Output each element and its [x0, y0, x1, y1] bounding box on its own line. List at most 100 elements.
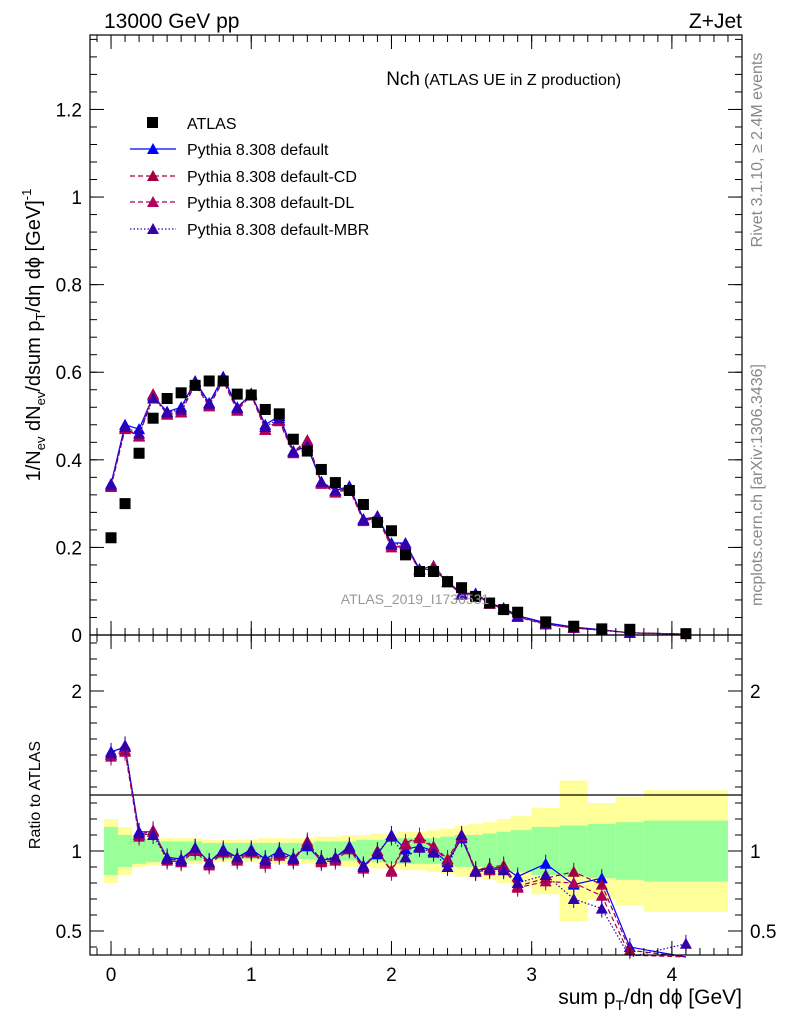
atlas-point — [217, 375, 229, 387]
atlas-point — [315, 463, 327, 475]
atlas-point — [498, 604, 510, 616]
axis-ticks: 0 0.2 0.4 0.6 0.8 1 1.2 0 1 2 3 4 0.5 0.5 1 1 2 2 — [56, 35, 776, 986]
main-point-mbr — [455, 587, 468, 599]
ratio-point-mbr — [273, 846, 286, 858]
atlas-point — [287, 433, 299, 445]
ratio-y-axis-label: Ratio to ATLAS — [27, 741, 44, 849]
main-point-mbr — [315, 475, 328, 487]
legend-label-mbr: Pythia 8.308 default-MBR — [187, 222, 369, 239]
ratio-point-mbr — [119, 739, 132, 751]
ratio-point-mbr — [189, 841, 202, 853]
ratio-y-tick-label: 1 — [71, 842, 82, 863]
plot-title-sub: (ATLAS UE in Z production) — [424, 72, 621, 89]
main-point-mbr — [147, 392, 160, 404]
ratio-point-mbr — [511, 877, 524, 888]
ratio-band-inner — [643, 820, 728, 882]
ratio-point-default — [539, 857, 552, 869]
ratio-band-inner — [510, 830, 532, 872]
ratio-band-inner — [587, 823, 616, 879]
ratio-point-mbr — [147, 829, 160, 840]
main-y-tick-label: 0.4 — [56, 451, 83, 472]
x-tick-label: 3 — [526, 965, 537, 986]
ratio-point-dl — [413, 832, 426, 844]
ratio-point-mbr — [217, 845, 230, 856]
ratio-point-mbr — [679, 937, 692, 949]
main-point-mbr — [259, 420, 272, 432]
ratio-point-mbr — [539, 869, 552, 880]
ratio-band-inner — [384, 838, 399, 864]
ratio-band-inner — [496, 831, 511, 871]
main-point-mbr — [175, 403, 188, 415]
atlas-point — [371, 516, 383, 528]
ratio-y-tick-label-right: 1 — [750, 842, 761, 863]
ratio-point-mbr — [105, 747, 118, 759]
atlas-point — [540, 616, 552, 628]
atlas-point — [259, 403, 271, 415]
ratio-point-mbr — [427, 846, 440, 858]
ratio-point-mbr — [497, 864, 510, 876]
ratio-y-tick-label-right: 2 — [750, 682, 761, 703]
atlas-point — [161, 393, 173, 405]
ratio-point-mbr — [175, 854, 188, 866]
ratio-point-mbr — [301, 838, 314, 850]
main-point-mbr — [329, 484, 342, 496]
ratio-point-mbr — [343, 841, 356, 853]
analysis-watermark: ATLAS_2019_I1736531 — [341, 591, 490, 607]
atlas-point — [512, 606, 524, 618]
main-point-mbr — [357, 513, 370, 525]
ratio-band-inner — [104, 827, 119, 875]
ratio-point-dl — [595, 889, 608, 901]
legend-label-default: Pythia 8.308 default — [187, 142, 329, 159]
main-y-tick-label: 1 — [71, 188, 82, 209]
atlas-point — [301, 445, 313, 457]
ratio-point-mbr — [455, 829, 468, 840]
ratio-point-mbr — [357, 861, 370, 872]
ratio-point-dl — [385, 865, 398, 877]
ratio-frame — [89, 634, 743, 956]
atlas-data-points — [105, 375, 692, 640]
main-point-mbr — [119, 420, 132, 432]
ratio-y-tick-label-right: 0.5 — [750, 922, 776, 943]
atlas-point — [470, 590, 482, 602]
main-y-tick-label: 1.2 — [56, 100, 82, 121]
main-y-tick-label: 0.6 — [56, 363, 82, 384]
ratio-point-mbr — [329, 851, 342, 863]
ratio-point-dl — [567, 877, 580, 888]
ratio-band-inner — [468, 835, 483, 867]
ratio-point-mbr — [399, 851, 412, 863]
atlas-point — [456, 582, 468, 594]
ratio-band-inner — [132, 838, 147, 864]
main-y-tick-label: 0.8 — [56, 276, 82, 297]
main-point-mbr — [203, 397, 216, 409]
ratio-band-inner — [202, 843, 217, 859]
main-y-tick-label: 0.2 — [56, 538, 82, 559]
ratio-point-mbr — [371, 846, 384, 858]
atlas-point — [357, 498, 369, 510]
x-axis-label: sum pT/dη dϕ [GeV] — [558, 986, 742, 1013]
atlas-point — [133, 447, 145, 459]
legend-label-cd: Pythia 8.308 default-CD — [187, 169, 357, 186]
atlas-point — [385, 525, 397, 537]
main-point-mbr — [231, 402, 244, 414]
x-tick-label: 0 — [106, 965, 117, 986]
ratio-band-inner — [146, 839, 161, 863]
ratio-point-mbr — [441, 861, 454, 872]
x-tick-label: 1 — [246, 965, 257, 986]
legend: ATLAS Pythia 8.308 default Pythia 8.308 … — [130, 116, 369, 239]
ratio-point-mbr — [259, 854, 272, 866]
atlas-point — [343, 484, 355, 496]
ratio-point-dl — [399, 838, 412, 850]
atlas-point — [329, 477, 341, 489]
ratio-band-inner — [482, 833, 497, 869]
atlas-point — [442, 576, 454, 588]
main-point-mbr — [161, 406, 174, 418]
ratio-band-inner — [615, 822, 644, 880]
main-point-mbr — [399, 537, 412, 549]
atlas-point — [568, 620, 580, 632]
atlas-point — [484, 597, 496, 609]
header-process: Z+Jet — [689, 10, 742, 33]
ratio-point-mbr — [385, 830, 398, 842]
rivet-label: Rivet 3.1.10, ≥ 2.4M events — [749, 53, 766, 248]
ratio-point-mbr — [287, 853, 300, 864]
plot-title-main: Nch — [386, 69, 420, 90]
